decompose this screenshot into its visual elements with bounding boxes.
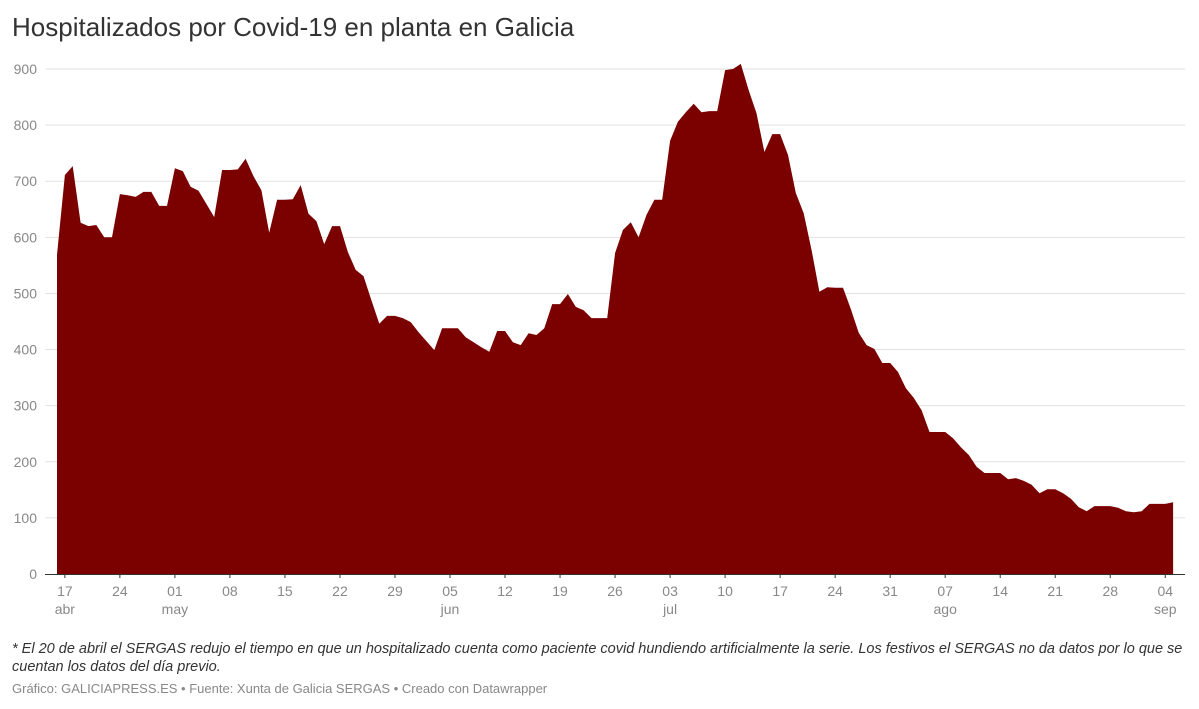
- x-tick-month: jul: [662, 601, 677, 617]
- x-tick-label: 26: [607, 583, 623, 599]
- x-tick-label: 29: [387, 583, 403, 599]
- x-tick-month: jun: [440, 601, 460, 617]
- area-series: [57, 63, 1174, 575]
- x-tick-label: 31: [882, 583, 898, 599]
- y-tick-label: 900: [14, 61, 38, 77]
- x-tick-label: 07: [937, 583, 953, 599]
- y-tick-label: 500: [14, 285, 38, 301]
- x-tick-label: 03: [662, 583, 678, 599]
- x-tick-label: 24: [827, 583, 843, 599]
- x-tick-label: 21: [1047, 583, 1063, 599]
- x-tick-label: 05: [442, 583, 458, 599]
- y-tick-label: 600: [14, 229, 38, 245]
- x-tick-label: 17: [772, 583, 788, 599]
- x-tick-label: 01: [167, 583, 183, 599]
- area-chart: 0 100 200 300 400 500 600 700 800 900 17 abr 24 01 may…: [14, 61, 1185, 617]
- y-tick-label: 400: [14, 342, 38, 358]
- x-tick-label: 19: [552, 583, 568, 599]
- x-tick-label: 08: [222, 583, 238, 599]
- x-tick-label: 10: [717, 583, 733, 599]
- x-tick-month: may: [162, 601, 188, 617]
- x-tick-month: abr: [55, 601, 76, 617]
- x-tick-label: 12: [497, 583, 513, 599]
- chart-title: Hospitalizados por Covid-19 en planta en…: [12, 12, 575, 42]
- x-tick-label: 14: [992, 583, 1008, 599]
- y-tick-label: 200: [14, 454, 38, 470]
- x-tick-label: 04: [1157, 583, 1173, 599]
- footnote: * El 20 de abril el SERGAS redujo el tie…: [12, 641, 1183, 675]
- y-tick-label: 300: [14, 398, 38, 414]
- x-tick-label: 28: [1102, 583, 1118, 599]
- y-tick-label: 100: [14, 510, 38, 526]
- x-tick-label: 22: [332, 583, 348, 599]
- x-tick-month: sep: [1154, 601, 1177, 617]
- x-tick-label: 24: [112, 583, 128, 599]
- x-tick-month: ago: [934, 601, 958, 617]
- y-tick-label: 700: [14, 173, 38, 189]
- y-tick-label: 800: [14, 117, 38, 133]
- y-tick-label: 0: [29, 566, 37, 582]
- x-tick-label: 17: [57, 583, 73, 599]
- x-tick-label: 15: [277, 583, 293, 599]
- credit-line: Gráfico: GALICIAPRESS.ES • Fuente: Xunta…: [12, 681, 548, 696]
